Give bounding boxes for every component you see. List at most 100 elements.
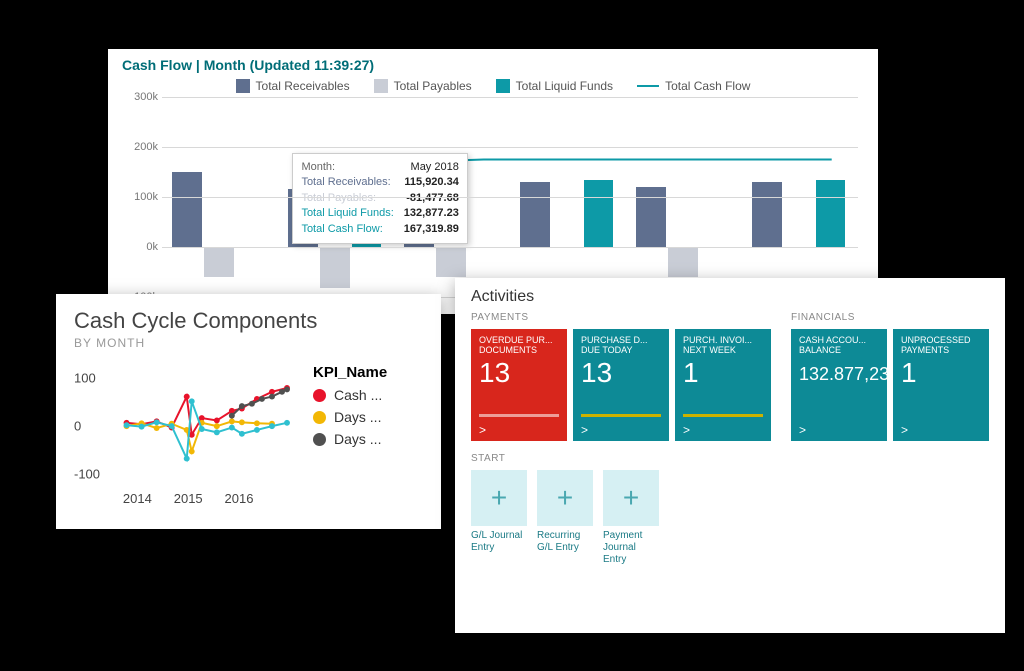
cash-cycle-subtitle: BY MONTH xyxy=(74,336,423,350)
legend-swatch xyxy=(374,79,388,93)
bar-payables[interactable] xyxy=(668,247,697,277)
tile-progress-bar xyxy=(683,414,763,417)
cashflow-tooltip: Month:May 2018Total Receivables:115,920.… xyxy=(292,153,467,244)
legend-label: Total Payables xyxy=(394,79,472,93)
cash-cycle-title: Cash Cycle Components xyxy=(74,308,423,334)
cycle-series-marker xyxy=(269,423,275,429)
cycle-series-marker xyxy=(154,425,160,431)
activities-title: Activities xyxy=(471,288,989,306)
tile-title: CASH ACCOU...BALANCE xyxy=(799,335,879,357)
cycle-series-marker xyxy=(229,413,235,419)
cycle-legend-label: Cash ... xyxy=(334,387,382,403)
start-label: START xyxy=(471,453,989,464)
cycle-y-label: 0 xyxy=(74,419,81,434)
bar-payables[interactable] xyxy=(204,247,233,277)
tile-progress-bar xyxy=(581,414,661,417)
bar-liquid[interactable] xyxy=(816,180,845,248)
gridline xyxy=(162,247,858,248)
activities-card: Activities PAYMENTS OVERDUE PUR...DOCUME… xyxy=(455,278,1005,633)
y-axis-label: 200k xyxy=(120,141,158,153)
cashflow-legend-item[interactable]: Total Liquid Funds xyxy=(496,79,613,93)
chevron-right-icon: > xyxy=(799,423,879,437)
cycle-legend-item[interactable]: Cash ... xyxy=(313,387,423,403)
legend-label: Total Cash Flow xyxy=(665,79,750,93)
kpi-tile[interactable]: PURCH. INVOI...NEXT WEEK1> xyxy=(675,329,771,441)
cycle-series-line[interactable] xyxy=(232,389,287,415)
cycle-series-line[interactable] xyxy=(127,421,272,451)
start-action-label: Payment Journal Entry xyxy=(603,530,659,566)
kpi-tile[interactable]: PURCHASE D...DUE TODAY13 > xyxy=(573,329,669,441)
cycle-series-marker xyxy=(249,401,255,407)
cycle-series-marker xyxy=(254,427,260,433)
kpi-tile[interactable]: OVERDUE PUR...DOCUMENTS13> xyxy=(471,329,567,441)
bar-receivables[interactable] xyxy=(172,172,201,247)
legend-label: Total Liquid Funds xyxy=(516,79,613,93)
start-section: START +G/L Journal Entry+Recurring G/L E… xyxy=(471,453,989,566)
cycle-series-marker xyxy=(284,386,290,392)
cycle-legend-item[interactable]: Days ... xyxy=(313,409,423,425)
bar-receivables[interactable] xyxy=(636,187,665,247)
cycle-series-marker xyxy=(184,394,190,400)
cycle-series-marker xyxy=(189,448,195,454)
gridline xyxy=(162,147,858,148)
bar-payables[interactable] xyxy=(436,247,465,277)
tile-title: PURCHASE D...DUE TODAY xyxy=(581,335,661,357)
tile-title: UNPROCESSEDPAYMENTS xyxy=(901,335,981,357)
cashflow-legend: Total Receivables Total Payables Total Liq… xyxy=(118,79,868,93)
bar-payables[interactable] xyxy=(320,247,349,288)
cycle-series-marker xyxy=(259,396,265,402)
cycle-series-line[interactable] xyxy=(127,401,287,458)
cycle-legend-item[interactable]: Days ... xyxy=(313,431,423,447)
cycle-x-label: 2014 xyxy=(123,491,152,506)
cycle-series-marker xyxy=(214,429,220,435)
legend-dot-icon xyxy=(313,411,326,424)
cycle-series-marker xyxy=(214,417,220,423)
cycle-series-marker xyxy=(239,403,245,409)
cash-cycle-card: Cash Cycle Components BY MONTH -10001002… xyxy=(56,294,441,529)
cycle-series-marker xyxy=(239,431,245,437)
y-axis-label: 100k xyxy=(120,191,158,203)
start-action-label: G/L Journal Entry xyxy=(471,530,527,554)
cash-cycle-chart[interactable]: -1000100201420152016 xyxy=(74,364,301,504)
cashflow-legend-item[interactable]: Total Cash Flow xyxy=(637,79,750,93)
start-action-label: Recurring G/L Entry xyxy=(537,530,593,554)
bar-liquid[interactable] xyxy=(584,180,613,248)
start-action-tile[interactable]: +Payment Journal Entry xyxy=(603,470,659,566)
bar-receivables[interactable] xyxy=(520,182,549,247)
legend-label: Total Receivables xyxy=(256,79,350,93)
tile-value: 1 xyxy=(683,359,763,387)
chevron-right-icon: > xyxy=(683,423,763,437)
cashflow-chart-card: Cash Flow | Month (Updated 11:39:27) Tot… xyxy=(108,49,878,314)
chevron-right-icon: > xyxy=(901,423,981,437)
cycle-series-marker xyxy=(269,394,275,400)
y-axis-label: 300k xyxy=(120,91,158,103)
payments-section: PAYMENTS OVERDUE PUR...DOCUMENTS13>PURCH… xyxy=(471,308,771,441)
tile-value: 1 xyxy=(901,359,981,387)
cash-cycle-legend-header: KPI_Name xyxy=(313,364,423,381)
tile-value: 13 xyxy=(581,359,661,387)
bar-receivables[interactable] xyxy=(752,182,781,247)
cycle-series-marker xyxy=(139,424,145,430)
cycle-legend-label: Days ... xyxy=(334,431,381,447)
cycle-series-marker xyxy=(189,398,195,404)
cycle-series-marker xyxy=(229,425,235,431)
financials-section: FINANCIALS CASH ACCOU...BALANCE132.877,2… xyxy=(791,308,989,441)
gridline xyxy=(162,197,858,198)
cycle-legend-label: Days ... xyxy=(334,409,381,425)
tile-value: 132.877,23 xyxy=(799,365,879,383)
kpi-tile[interactable]: CASH ACCOU...BALANCE 132.877,23 > xyxy=(791,329,887,441)
chevron-right-icon: > xyxy=(581,423,661,437)
cashflow-legend-item[interactable]: Total Receivables xyxy=(236,79,350,93)
cycle-series-marker xyxy=(124,422,130,428)
cycle-y-label: 100 xyxy=(74,370,96,385)
cashflow-legend-item[interactable]: Total Payables xyxy=(374,79,472,93)
cashflow-chart[interactable]: Month:May 2018Total Receivables:115,920.… xyxy=(162,97,858,297)
tile-progress-bar xyxy=(479,414,559,417)
start-action-tile[interactable]: +G/L Journal Entry xyxy=(471,470,527,566)
legend-swatch xyxy=(637,85,659,87)
cycle-series-marker xyxy=(199,426,205,432)
cycle-x-label: 2016 xyxy=(225,491,254,506)
cashflow-title: Cash Flow | Month (Updated 11:39:27) xyxy=(118,55,868,79)
kpi-tile[interactable]: UNPROCESSEDPAYMENTS1 > xyxy=(893,329,989,441)
start-action-tile[interactable]: +Recurring G/L Entry xyxy=(537,470,593,566)
